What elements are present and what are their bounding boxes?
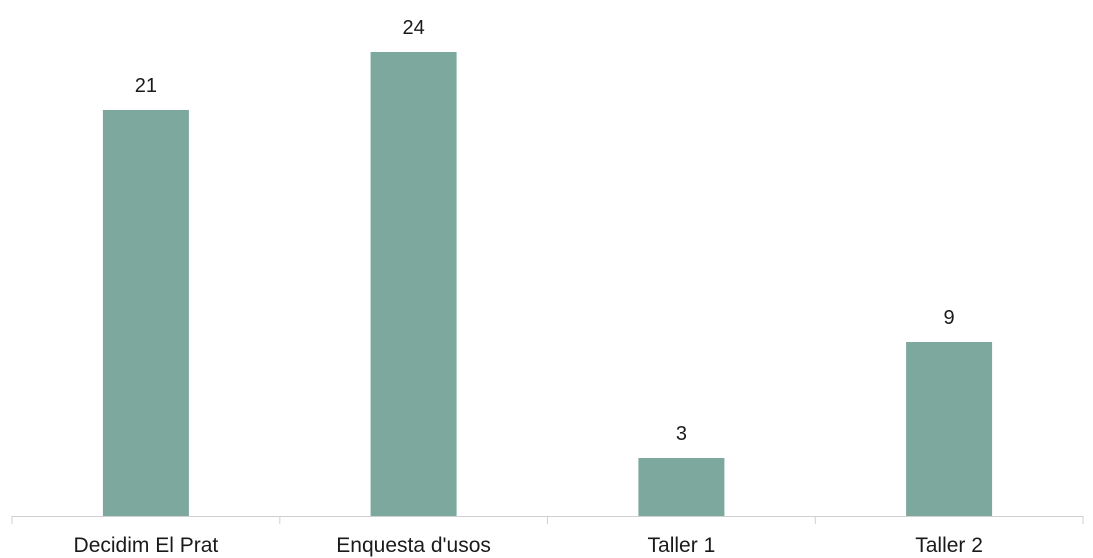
- x-tick-label-1: Decidim El Prat: [74, 534, 219, 557]
- x-axis-labels-group: Decidim El Prat Enquesta d'usos Taller 1 Ta…: [74, 534, 983, 557]
- data-label-3: 3: [676, 423, 687, 445]
- data-label-1: 21: [135, 75, 157, 97]
- bars-group: [102, 52, 993, 516]
- x-tick-label-3: Taller 1: [648, 534, 716, 557]
- x-tick-label-4: Taller 2: [915, 534, 983, 557]
- bar-2: [370, 52, 457, 516]
- x-tick-label-2: Enquesta d'usos: [336, 534, 491, 557]
- bar-1: [102, 110, 189, 516]
- data-labels-group: 21 24 3 9: [135, 17, 955, 445]
- bar-4: [906, 342, 993, 516]
- data-label-4: 9: [944, 307, 955, 329]
- x-axis-ticks-group: [11, 516, 1084, 524]
- data-label-2: 24: [402, 17, 424, 39]
- bar-3: [638, 458, 725, 516]
